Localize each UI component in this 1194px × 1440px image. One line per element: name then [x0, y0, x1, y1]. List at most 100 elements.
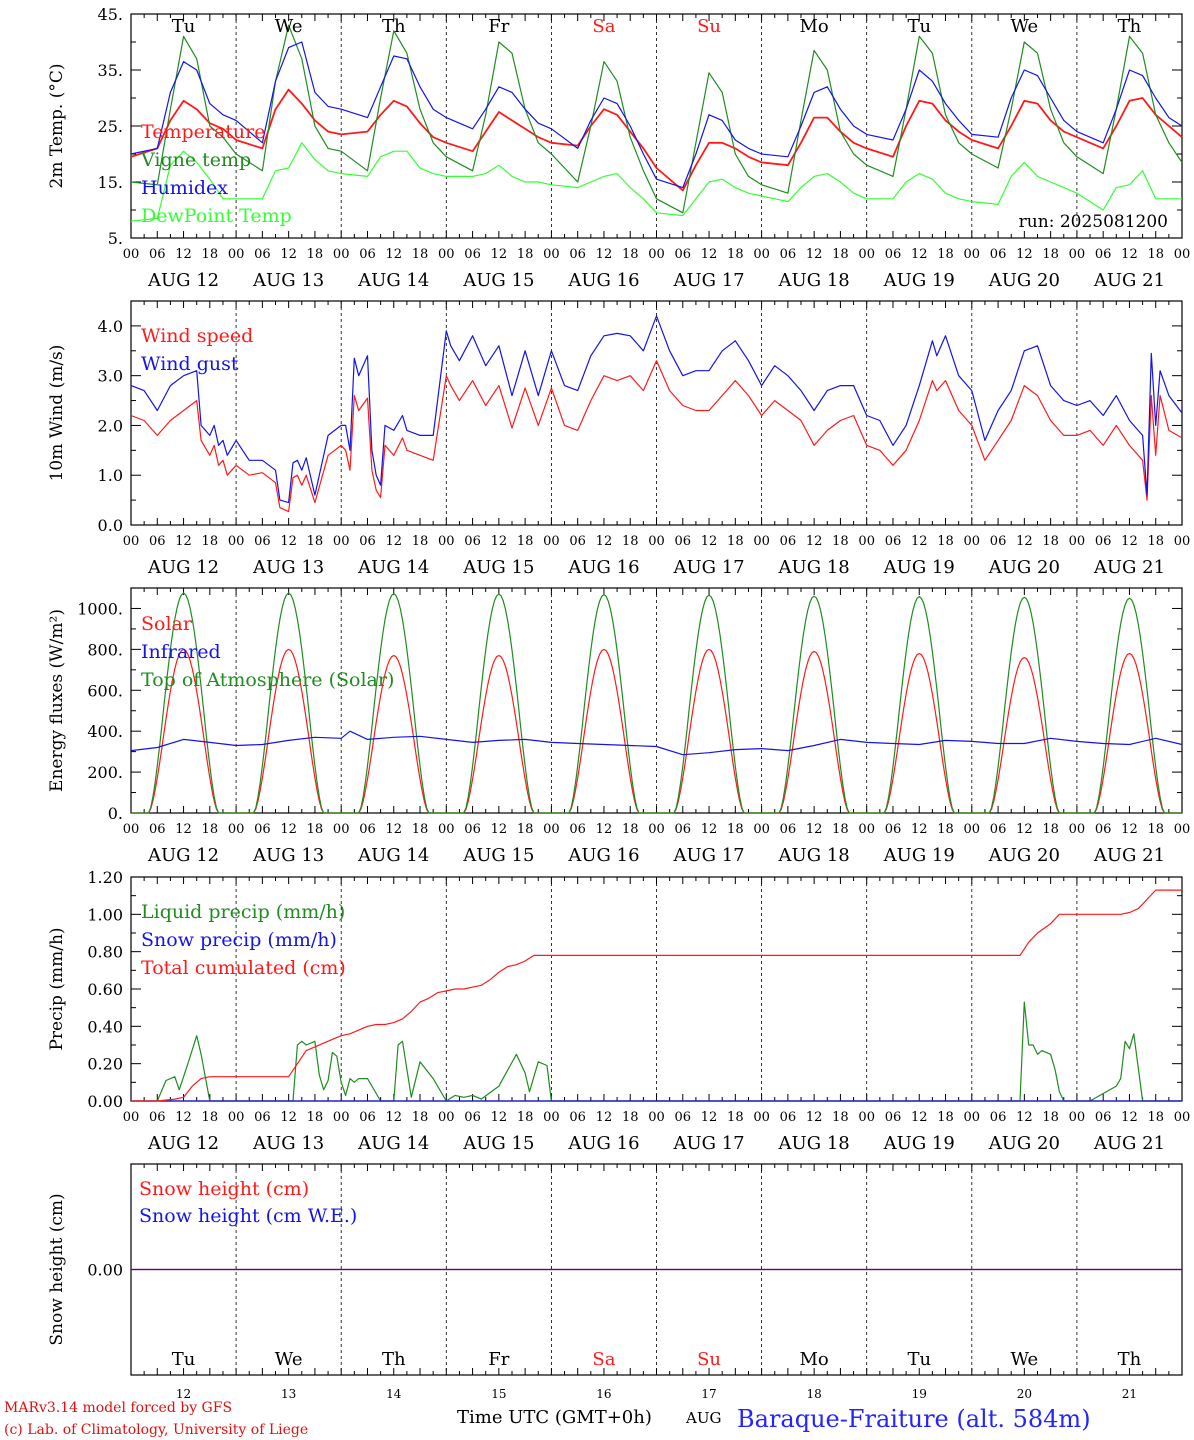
legend-entry: DewPoint Temp: [141, 205, 292, 227]
x-hour-label: 18: [1042, 534, 1059, 549]
x-hour-label: 18: [1147, 1110, 1164, 1125]
x-hour-label: 00: [333, 1110, 350, 1125]
weekday-label: Tu: [907, 16, 931, 37]
x-hour-label: 12: [280, 534, 297, 549]
weekday-label: Th: [382, 1349, 406, 1370]
x-date-label: AUG 20: [988, 1133, 1060, 1154]
footer-model-line: MARv3.14 model forced by GFS: [4, 1400, 232, 1416]
x-hour-label: 00: [333, 822, 350, 837]
x-hour-label: 18: [202, 1110, 219, 1125]
x-hour-label: 00: [543, 247, 560, 262]
legend-entry: Temperature: [141, 121, 265, 143]
x-hour-label: 06: [149, 247, 166, 262]
x-hour-label: 18: [727, 247, 744, 262]
day-number-label: 17: [701, 1387, 716, 1401]
x-hour-label: 00: [858, 247, 875, 262]
x-hour-label: 06: [780, 822, 797, 837]
y-tick-label: 1.0: [98, 466, 123, 485]
series-dewpoint-temp: [130, 142, 1182, 222]
x-hour-label: 00: [543, 534, 560, 549]
x-hour-label: 06: [675, 822, 692, 837]
x-date-label: AUG 21: [1093, 557, 1165, 578]
x-hour-label: 12: [491, 822, 508, 837]
x-hour-label: 12: [1121, 1110, 1138, 1125]
x-hour-label: 06: [569, 247, 586, 262]
series-lines: [130, 24, 1183, 1271]
y-tick-label: 0.60: [87, 980, 123, 999]
y-axis-label: Energy fluxes (W/m²): [47, 609, 67, 792]
chart-labels: 5. 15. 25. 35. 45. 2m Temp. (°C) 00 06 12 18 AUG 1…: [47, 5, 1190, 1401]
x-hour-label: 18: [937, 1110, 954, 1125]
legend-entry: Wind speed: [141, 325, 253, 347]
x-date-label: AUG 13: [252, 1133, 324, 1154]
legend-entry: Top of Atmosphere (Solar): [141, 669, 394, 691]
x-hour-label: 18: [517, 822, 534, 837]
x-hour-label: 06: [675, 247, 692, 262]
x-hour-label: 06: [569, 822, 586, 837]
x-date-label: AUG 21: [1093, 845, 1165, 866]
legend-entry: Total cumulated (cm): [141, 957, 346, 979]
x-date-label: AUG 18: [778, 270, 850, 291]
series-wind-speed: [130, 360, 1183, 513]
x-hour-label: 06: [885, 1110, 902, 1125]
x-hour-label: 00: [123, 247, 140, 262]
x-date-label: AUG 19: [883, 557, 955, 578]
weekday-label: Th: [1118, 16, 1142, 37]
x-hour-label: 00: [1069, 247, 1086, 262]
legend-entry: Snow height (cm): [139, 1178, 309, 1200]
x-hour-label: 00: [438, 822, 455, 837]
footer-credit-line: (c) Lab. of Climatology, University of L…: [4, 1422, 308, 1438]
x-date-label: AUG 18: [778, 1133, 850, 1154]
panel-frame-3: [130, 587, 1183, 814]
x-hour-label: 12: [1016, 247, 1033, 262]
x-hour-label: 06: [990, 247, 1007, 262]
x-hour-label: 18: [727, 534, 744, 549]
x-hour-label: 12: [280, 247, 297, 262]
x-hour-label: 12: [491, 1110, 508, 1125]
y-tick-label: 0.80: [87, 943, 123, 962]
x-hour-label: 18: [1042, 1110, 1059, 1125]
x-date-label: AUG 19: [883, 1133, 955, 1154]
x-hour-label: 18: [412, 1110, 429, 1125]
x-date-label: AUG 12: [147, 845, 219, 866]
y-axis-label: 2m Temp. (°C): [47, 63, 67, 188]
y-tick-label: 15.: [98, 173, 123, 192]
weekday-label: We: [1011, 1349, 1039, 1370]
x-date-label: AUG 19: [883, 845, 955, 866]
x-hour-label: 06: [254, 247, 271, 262]
x-hour-label: 18: [1147, 822, 1164, 837]
x-hour-label: 18: [202, 247, 219, 262]
x-date-label: AUG 14: [357, 1133, 429, 1154]
x-hour-label: 06: [359, 1110, 376, 1125]
weekday-label: Fr: [488, 1349, 509, 1370]
y-tick-label: 800.: [87, 640, 123, 659]
x-date-label: AUG 16: [567, 557, 639, 578]
weekday-label: We: [1011, 16, 1039, 37]
x-hour-label: 06: [254, 822, 271, 837]
x-hour-label: 18: [202, 534, 219, 549]
day-number-label: 21: [1122, 1387, 1137, 1401]
y-tick-label: 0.0: [98, 516, 123, 535]
x-hour-label: 00: [964, 534, 981, 549]
y-tick-label: 2.0: [98, 416, 123, 435]
x-date-label: AUG 20: [988, 557, 1060, 578]
day-number-label: 13: [281, 1387, 296, 1401]
x-hour-label: 18: [727, 1110, 744, 1125]
x-date-label: AUG 18: [778, 845, 850, 866]
x-hour-label: 00: [123, 534, 140, 549]
x-hour-label: 12: [911, 534, 928, 549]
x-hour-label: 12: [596, 822, 613, 837]
x-date-label: AUG 19: [883, 270, 955, 291]
y-tick-label: 25.: [98, 117, 123, 136]
series-top-of-atmosphere-solar-: [131, 592, 1182, 814]
x-hour-label: 12: [385, 822, 402, 837]
x-hour-label: 06: [990, 534, 1007, 549]
x-date-label: AUG 16: [567, 270, 639, 291]
x-hour-label: 18: [832, 1110, 849, 1125]
x-hour-label: 06: [254, 1110, 271, 1125]
x-hour-label: 06: [1095, 1110, 1112, 1125]
x-date-label: AUG 21: [1093, 1133, 1165, 1154]
x-hour-label: 06: [885, 822, 902, 837]
x-hour-label: 06: [254, 534, 271, 549]
y-tick-label: 0.: [108, 804, 123, 823]
